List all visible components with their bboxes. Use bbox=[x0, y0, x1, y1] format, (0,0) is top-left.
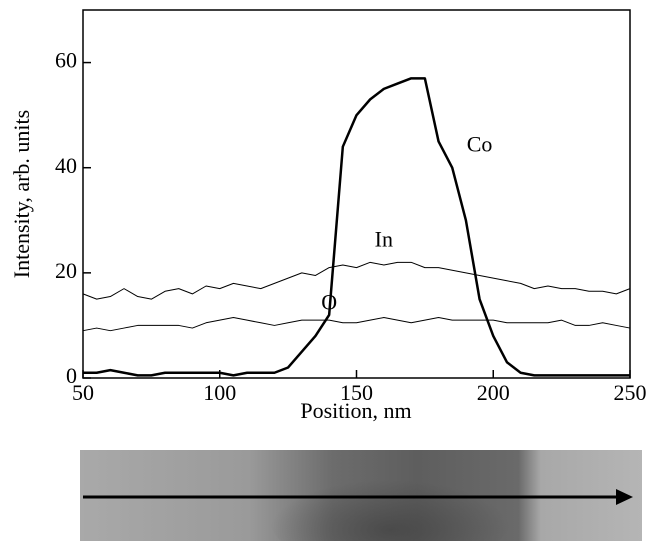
x-tick-label: 250 bbox=[614, 380, 647, 405]
x-tick-label: 50 bbox=[72, 380, 94, 405]
x-tick-label: 100 bbox=[203, 380, 236, 405]
series-label: Co bbox=[467, 132, 493, 157]
y-tick-label: 0 bbox=[66, 363, 77, 388]
x-tick-label: 150 bbox=[340, 380, 373, 405]
y-axis-label: Intensity, arb. units bbox=[9, 110, 34, 278]
series-label: In bbox=[375, 226, 393, 251]
series-label: O bbox=[321, 289, 337, 314]
y-tick-label: 60 bbox=[55, 48, 77, 73]
series-line bbox=[82, 317, 631, 332]
x-axis-label: Position, nm bbox=[300, 398, 411, 423]
x-tick-label: 200 bbox=[477, 380, 510, 405]
series-line bbox=[82, 261, 631, 300]
micrograph bbox=[80, 450, 642, 546]
y-tick-label: 20 bbox=[55, 258, 77, 283]
series-line bbox=[83, 77, 630, 377]
y-tick-label: 40 bbox=[55, 153, 77, 178]
